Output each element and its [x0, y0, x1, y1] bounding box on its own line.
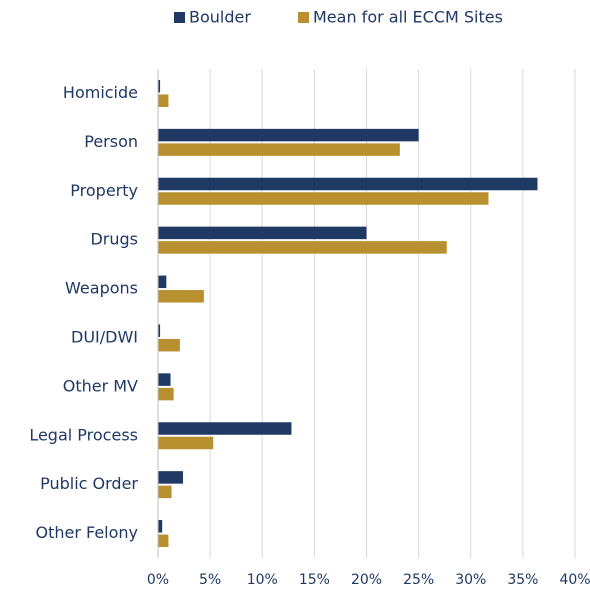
- bar: [158, 79, 161, 93]
- legend-label: Boulder: [189, 8, 251, 27]
- bar: [158, 373, 171, 386]
- y-tick-label: Public Order: [40, 474, 138, 493]
- bar: [158, 177, 538, 191]
- y-tick-label: DUI/DWI: [71, 327, 138, 346]
- legend-swatch: [298, 12, 309, 23]
- y-tick-label: Person: [84, 132, 138, 151]
- x-tick-label: 15%: [299, 572, 330, 588]
- bar: [158, 241, 447, 254]
- x-tick-label: 25%: [403, 572, 434, 588]
- bar: [158, 471, 184, 484]
- bar: [158, 485, 172, 499]
- bar: [158, 290, 204, 303]
- legend-label: Mean for all ECCM Sites: [313, 8, 503, 27]
- legend-swatch: [174, 12, 185, 23]
- y-tick-label: Property: [70, 181, 138, 200]
- bar: [158, 338, 180, 352]
- y-tick-label: Drugs: [90, 230, 138, 249]
- bar: [158, 275, 167, 289]
- x-tick-label: 40%: [559, 572, 590, 588]
- y-tick-label: Other Felony: [35, 523, 138, 542]
- x-tick-label: 0%: [147, 572, 169, 588]
- bar: [158, 94, 169, 107]
- bar: [158, 143, 400, 156]
- y-tick-label: Weapons: [65, 279, 138, 298]
- bar: [158, 422, 292, 435]
- x-tick-label: 35%: [507, 572, 538, 588]
- bar: [158, 520, 163, 533]
- x-tick-label: 30%: [455, 572, 486, 588]
- y-tick-label: Legal Process: [29, 425, 138, 444]
- bar: [158, 436, 214, 450]
- x-tick-label: 20%: [351, 572, 382, 588]
- bar: [158, 324, 161, 337]
- bar: [158, 128, 419, 142]
- y-tick-label: Other MV: [63, 376, 138, 395]
- bar: [158, 226, 367, 240]
- x-tick-label: 5%: [199, 572, 221, 588]
- bar: [158, 534, 169, 548]
- y-tick-label: Homicide: [63, 83, 138, 102]
- bar: [158, 387, 174, 401]
- bar: [158, 192, 489, 205]
- x-tick-label: 10%: [247, 572, 278, 588]
